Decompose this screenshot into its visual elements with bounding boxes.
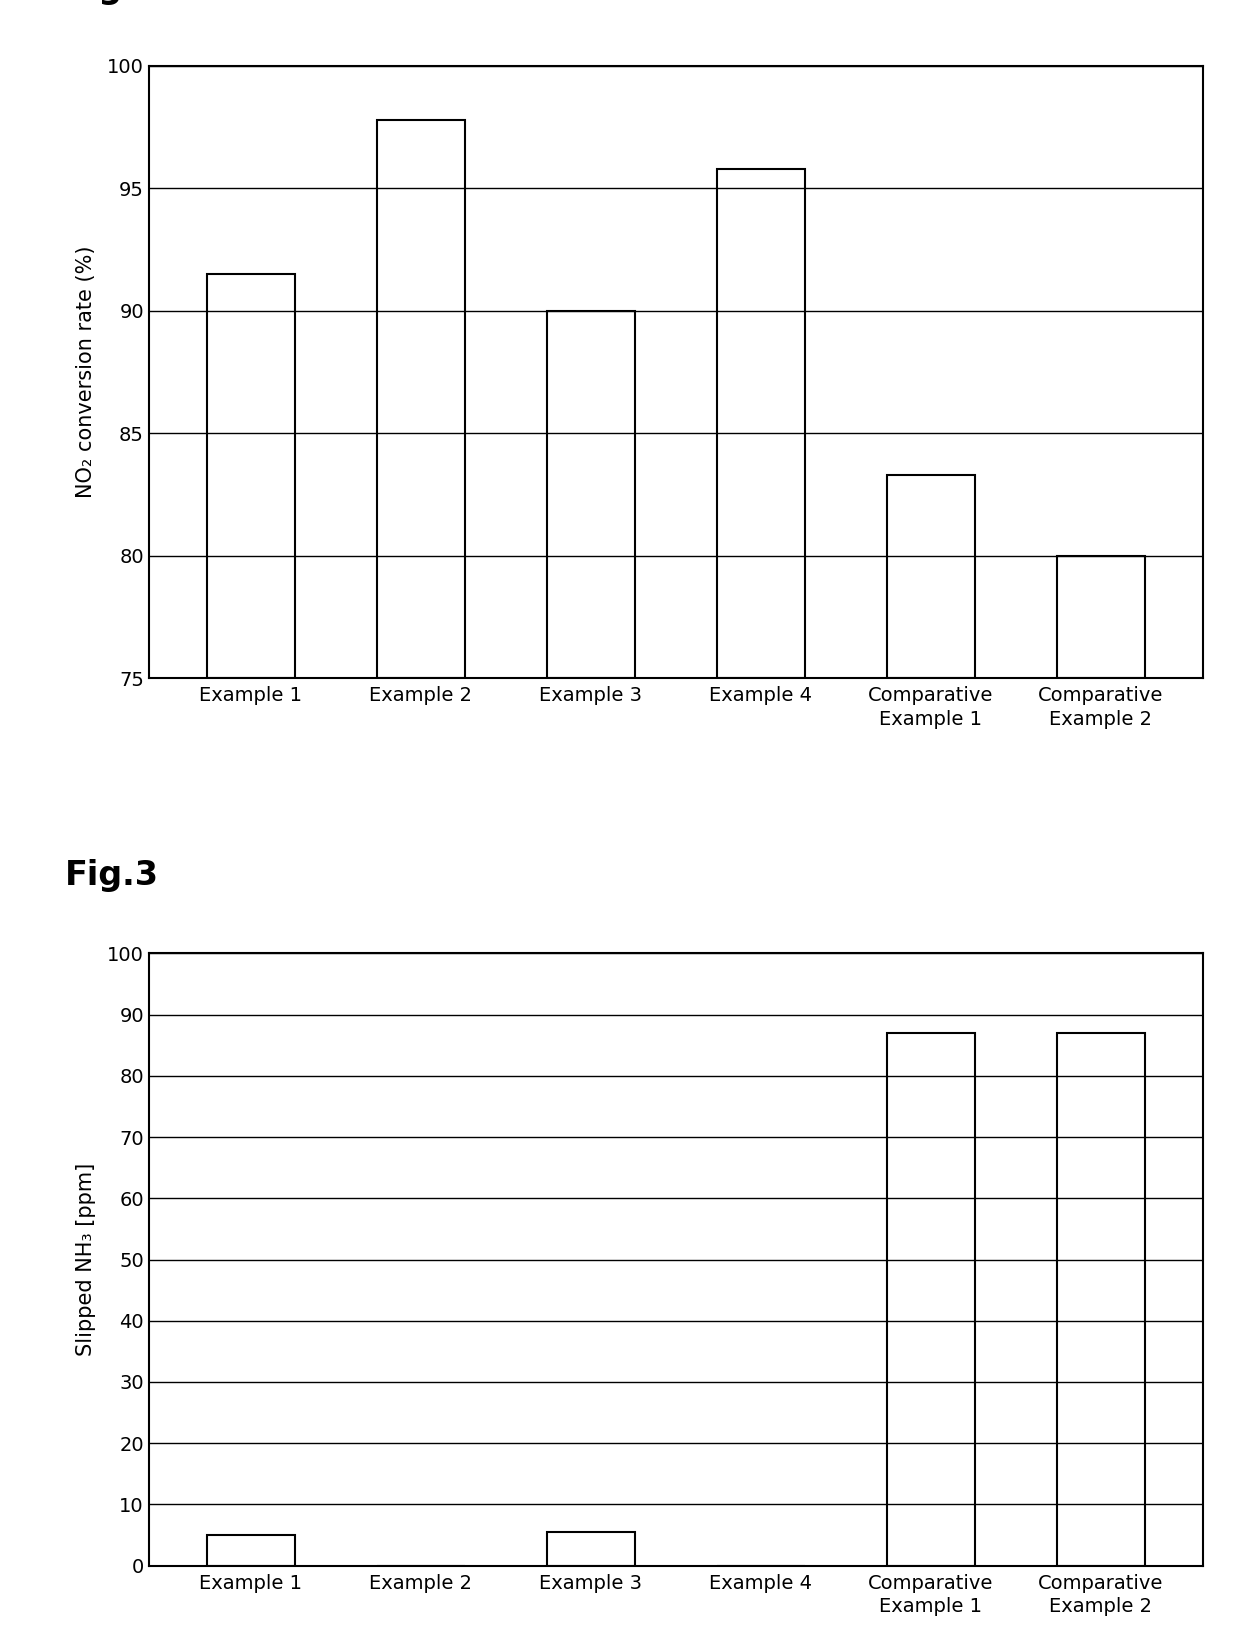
Bar [377,120,465,677]
Text: Fig.3: Fig.3 [64,859,159,892]
Bar [887,1033,975,1566]
Bar [547,1533,635,1566]
Bar [207,1534,295,1566]
Bar [887,475,975,677]
Y-axis label: Slipped NH₃ [ppm]: Slipped NH₃ [ppm] [76,1163,95,1356]
Bar [207,274,295,677]
Bar [547,311,635,677]
Bar [717,168,805,677]
Bar [1056,555,1145,677]
Text: Fig.2: Fig.2 [64,0,159,5]
Bar [1056,1033,1145,1566]
Y-axis label: NO₂ conversion rate (%): NO₂ conversion rate (%) [76,246,95,498]
